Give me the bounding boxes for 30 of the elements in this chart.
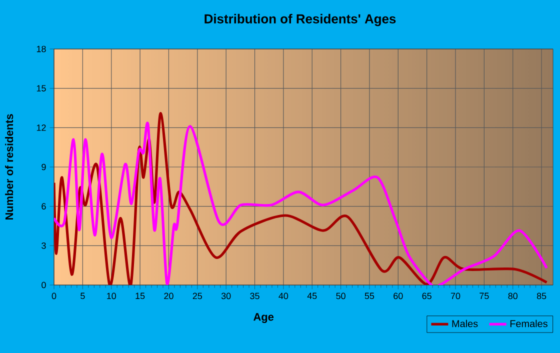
y-tick-label: 3 bbox=[42, 242, 46, 249]
x-tick-label: 40 bbox=[278, 292, 288, 300]
x-tick-label: 0 bbox=[52, 292, 56, 300]
legend-label: Males bbox=[452, 320, 478, 328]
y-tick-label: 15 bbox=[36, 85, 46, 92]
chart-title: Distribution of Residents' Ages bbox=[204, 14, 396, 26]
y-tick-label: 18 bbox=[36, 46, 46, 52]
x-axis-title: Age bbox=[254, 313, 274, 323]
y-tick-label: 0 bbox=[42, 282, 46, 288]
x-tick-label: 80 bbox=[508, 292, 518, 300]
y-axis-title: Number of residents bbox=[5, 114, 14, 220]
x-tick-label: 20 bbox=[164, 292, 174, 300]
y-tick-label: 12 bbox=[36, 124, 46, 131]
x-tick-label: 60 bbox=[394, 292, 403, 300]
x-tick-label: 35 bbox=[250, 292, 260, 300]
x-tick-label: 30 bbox=[221, 292, 231, 300]
x-tick-label: 45 bbox=[307, 292, 317, 300]
y-tick-label: 6 bbox=[42, 203, 46, 210]
x-tick-label: 85 bbox=[536, 292, 546, 300]
x-tick-label: 5 bbox=[80, 292, 85, 300]
x-tick-label: 75 bbox=[480, 292, 489, 300]
x-tick-label: 25 bbox=[192, 292, 202, 300]
x-tick-label: 10 bbox=[107, 292, 116, 300]
x-tick-label: 15 bbox=[136, 292, 145, 300]
x-tick-label: 65 bbox=[422, 292, 432, 300]
x-tick-label: 50 bbox=[336, 292, 346, 300]
y-tick-label: 9 bbox=[42, 164, 46, 170]
x-tick-label: 55 bbox=[364, 292, 374, 300]
x-tick-label: 70 bbox=[450, 292, 460, 300]
legend-label: Females bbox=[510, 320, 548, 328]
